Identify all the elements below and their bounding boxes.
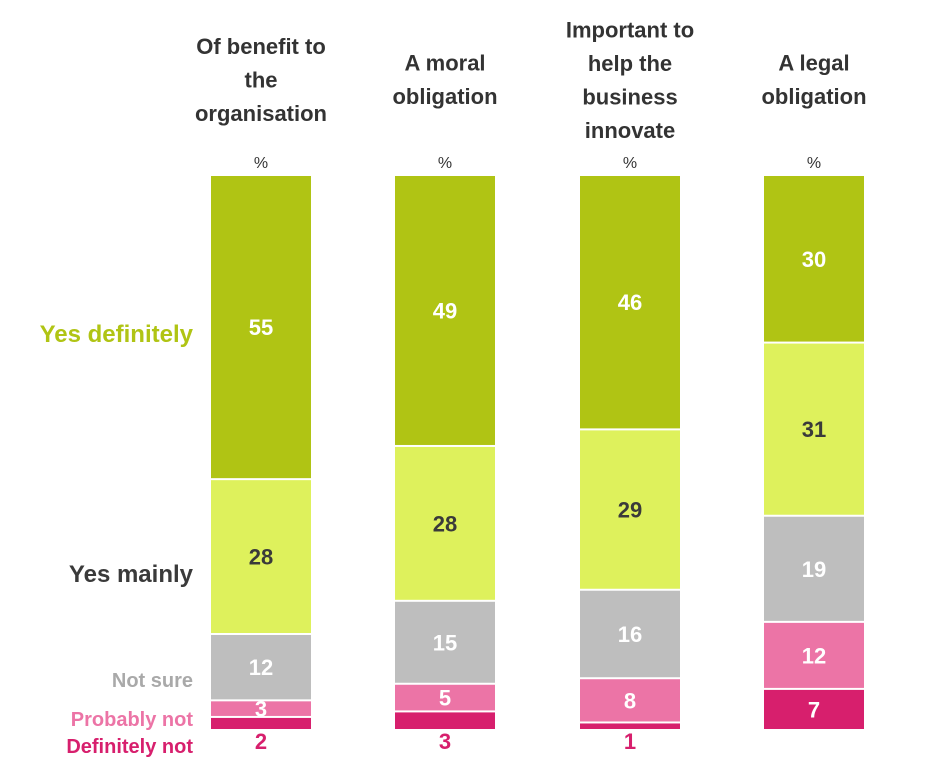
data-label: 55 (249, 315, 273, 340)
category-title-line: organisation (195, 101, 327, 126)
bar-segment-probably-not (211, 701, 311, 716)
data-label: 1 (624, 729, 636, 754)
percent-unit-label: % (623, 155, 637, 172)
bar-segment-yes-definitely (580, 176, 680, 429)
category-title-line: Important to (566, 18, 694, 43)
data-label: 16 (618, 622, 642, 647)
legend-entry: Probably not (71, 709, 194, 731)
data-label: 49 (433, 298, 457, 323)
bar-segment-definitely-not (395, 712, 495, 729)
category-title-line: help the (588, 51, 672, 76)
data-label: 12 (249, 655, 273, 680)
data-label: 2 (255, 729, 267, 754)
category-title-line: obligation (392, 84, 497, 109)
data-label: 12 (802, 643, 826, 668)
data-label: 3 (255, 697, 267, 722)
bar-segment-not-sure (211, 634, 311, 700)
bar-segment-yes-definitely (764, 176, 864, 342)
legend-entry: Yes definitely (40, 321, 194, 348)
category-title-line: A legal (778, 51, 849, 76)
legend-entry: Definitely not (66, 736, 193, 758)
bar-segment-yes-definitely (211, 176, 311, 479)
category-title-line: business (582, 85, 677, 110)
bar-segment-probably-not (580, 679, 680, 722)
data-label: 8 (624, 688, 636, 713)
bar-segment-not-sure (580, 590, 680, 678)
percent-unit-label: % (807, 155, 821, 172)
bar-segment-yes-mainly (395, 446, 495, 600)
data-label: 28 (433, 511, 457, 536)
data-label: 29 (618, 498, 642, 523)
data-label: 46 (618, 290, 642, 315)
data-label: 3 (439, 729, 451, 754)
legend-entry: Not sure (112, 670, 193, 692)
bar-segment-yes-definitely (395, 176, 495, 445)
bar-segment-yes-mainly (764, 343, 864, 515)
category-title-line: innovate (585, 118, 675, 143)
percent-unit-label: % (254, 155, 268, 172)
legend-entry: Yes mainly (69, 561, 194, 588)
bar-segment-definitely-not (580, 723, 680, 729)
percent-unit-label: % (438, 155, 452, 172)
bar-segment-definitely-not (211, 717, 311, 729)
data-label: 19 (802, 557, 826, 582)
category-title-line: Of benefit to (196, 34, 326, 59)
category-title-line: obligation (761, 84, 866, 109)
bar-segment-yes-mainly (580, 430, 680, 589)
data-label: 31 (802, 417, 826, 442)
bar-segment-definitely-not (764, 689, 864, 729)
bar-segment-probably-not (764, 622, 864, 688)
bar-segment-probably-not (395, 684, 495, 711)
data-label: 5 (439, 686, 451, 711)
bar-segment-yes-mainly (211, 480, 311, 633)
data-label: 15 (433, 630, 457, 655)
bar-segment-not-sure (395, 601, 495, 683)
category-title-line: A moral (404, 51, 485, 76)
data-label: 30 (802, 247, 826, 272)
bar-segment-not-sure (764, 516, 864, 621)
data-label: 7 (808, 697, 820, 722)
category-title-line: the (245, 68, 278, 93)
data-label: 28 (249, 545, 273, 570)
